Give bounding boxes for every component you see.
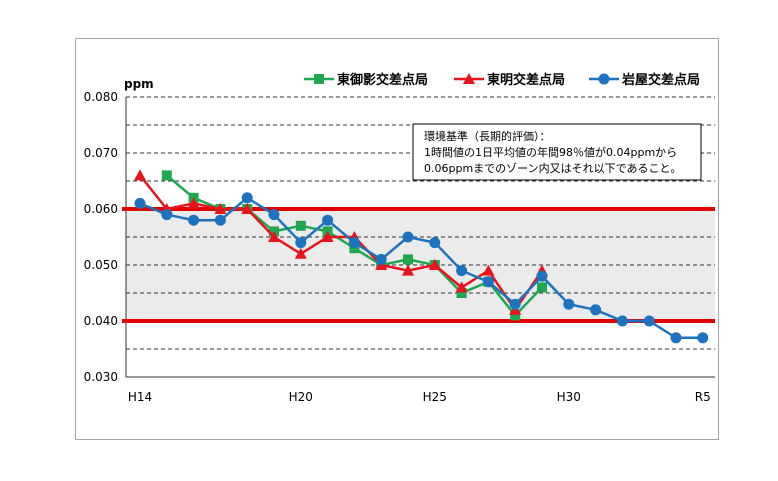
y-tick-label: 0.030 — [84, 370, 118, 384]
data-point[interactable] — [295, 220, 306, 231]
data-point[interactable] — [134, 169, 146, 181]
legend-square-marker — [314, 74, 324, 84]
data-point[interactable] — [161, 209, 173, 221]
data-point[interactable] — [214, 203, 227, 214]
y-tick-label: 0.040 — [84, 314, 118, 328]
legend-triangle-marker — [463, 73, 475, 84]
x-tick-label: R5 — [695, 390, 711, 404]
data-point[interactable] — [402, 231, 414, 243]
x-tick-label: H25 — [423, 390, 447, 404]
data-point[interactable] — [455, 281, 468, 293]
legend-label: 東御影交差点局 — [337, 72, 428, 88]
data-point[interactable] — [482, 276, 494, 288]
legend-item-0: 東御影交差点局 — [304, 72, 428, 88]
data-point[interactable] — [537, 282, 547, 293]
legend-label: 東明交差点局 — [487, 72, 565, 88]
data-point[interactable] — [428, 259, 441, 270]
data-point[interactable] — [375, 253, 387, 265]
data-point[interactable] — [536, 270, 548, 282]
data-point[interactable] — [590, 304, 602, 316]
data-point[interactable] — [429, 237, 441, 249]
data-point[interactable] — [643, 315, 655, 327]
data-point[interactable] — [456, 288, 467, 298]
data-point[interactable] — [510, 310, 521, 321]
data-point[interactable] — [697, 332, 709, 344]
data-point[interactable] — [482, 264, 495, 276]
x-tick-label: H20 — [289, 390, 313, 404]
standard-note-line: 環境基準（長期的評価）： — [424, 129, 551, 143]
data-point[interactable] — [161, 170, 172, 181]
data-point[interactable] — [322, 214, 334, 226]
data-point[interactable] — [616, 315, 628, 327]
series-line — [139, 196, 703, 340]
data-point[interactable] — [188, 214, 200, 226]
y-tick-label: 0.060 — [84, 202, 118, 216]
data-point[interactable] — [268, 209, 280, 221]
x-tick-label: H14 — [128, 390, 152, 404]
legend-item-1: 東明交差点局 — [454, 72, 565, 88]
legend-item-2: 岩屋交差点局 — [589, 72, 700, 88]
data-point[interactable] — [294, 247, 307, 259]
data-point[interactable] — [456, 265, 468, 277]
series-1 — [134, 169, 548, 315]
data-point[interactable] — [563, 298, 575, 310]
data-point[interactable] — [295, 237, 307, 249]
y-tick-label: 0.070 — [84, 146, 118, 160]
legend-circle-marker — [598, 73, 610, 85]
data-point[interactable] — [321, 231, 334, 242]
legend-label: 岩屋交差点局 — [621, 72, 700, 88]
data-point[interactable] — [134, 197, 146, 209]
y-axis-unit: ppm — [124, 77, 154, 91]
standard-note-line: 0.06ppmまでのゾーン内又はそれ以下であること。 — [424, 161, 682, 175]
data-point[interactable] — [509, 298, 521, 310]
data-point[interactable] — [268, 231, 280, 242]
data-point[interactable] — [349, 243, 360, 254]
data-point[interactable] — [403, 254, 413, 265]
standard-note-line: 1時間値の1日平均値の年間98％値が0.04ppmから — [424, 145, 677, 159]
y-tick-label: 0.050 — [84, 258, 118, 272]
data-point[interactable] — [348, 237, 360, 249]
data-point[interactable] — [670, 332, 682, 344]
series-2 — [134, 192, 709, 344]
data-point[interactable] — [241, 203, 254, 214]
series-line — [139, 174, 544, 313]
y-tick-label: 0.080 — [84, 90, 118, 104]
data-point[interactable] — [214, 214, 226, 226]
data-point[interactable] — [402, 264, 414, 276]
data-point[interactable] — [241, 192, 253, 204]
x-tick-label: H30 — [557, 390, 581, 404]
standard-note-box — [412, 123, 702, 181]
data-point[interactable] — [187, 197, 200, 209]
